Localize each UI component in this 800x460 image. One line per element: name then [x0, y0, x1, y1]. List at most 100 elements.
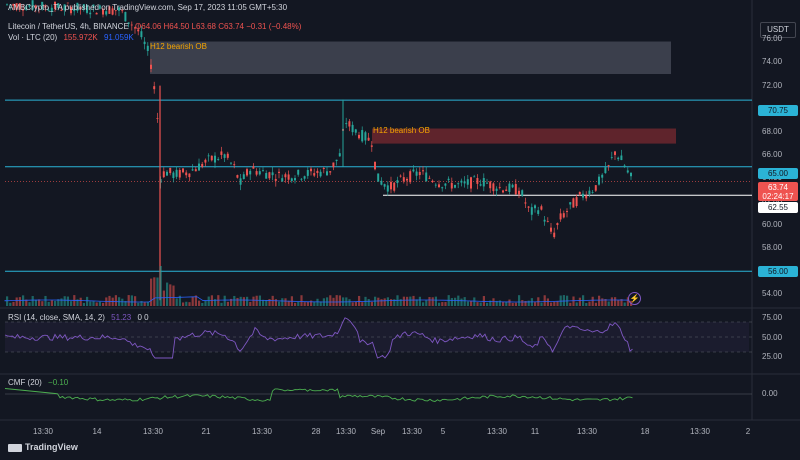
volume-bar	[415, 299, 418, 306]
symbol-title[interactable]: Litecoin / TetherUS, 4h, BINANCE	[8, 22, 129, 31]
candle-body	[578, 191, 581, 195]
time-tick: 11	[530, 427, 540, 436]
volume-bar	[358, 295, 361, 306]
candle-body	[386, 185, 389, 192]
rsi-header: RSI (14, close, SMA, 14, 2) 51.23 0 0	[8, 313, 153, 322]
volume-bar	[207, 296, 210, 306]
volume-bar	[18, 297, 21, 306]
price-tag-high: 70.75	[758, 105, 798, 116]
candle-body	[562, 213, 565, 218]
candle-body	[236, 175, 239, 178]
candle-body	[34, 5, 37, 8]
rsi-value: 51.23	[111, 313, 132, 322]
volume-bar	[54, 300, 57, 306]
volume-bar	[66, 296, 69, 306]
publisher-text: AMBCrypto_TA published on TradingView.co…	[8, 3, 288, 12]
candle-body	[460, 180, 463, 183]
candle-body	[598, 176, 600, 185]
candle-body	[338, 153, 341, 157]
candle-body	[374, 161, 376, 170]
volume-bar	[380, 299, 383, 306]
candle-body	[185, 172, 188, 176]
volume-label[interactable]: Vol · LTC (20)	[8, 33, 58, 42]
cmf-value: −0.10	[48, 378, 69, 387]
volume-bar	[287, 300, 290, 306]
tradingview-logo[interactable]: TradingView	[8, 442, 78, 452]
volume-bar	[82, 302, 85, 306]
volume-bar	[572, 296, 575, 306]
volume-bar	[431, 297, 434, 306]
currency-button[interactable]: USDT	[760, 22, 796, 38]
candle-body	[358, 134, 360, 139]
volume-bar	[169, 284, 172, 306]
volume-bar	[153, 277, 156, 306]
lightning-icon[interactable]: ⚡	[628, 292, 641, 305]
candle-body	[607, 165, 610, 166]
volume-bar	[546, 298, 549, 306]
candle-body	[457, 183, 460, 185]
candle-body	[495, 188, 498, 191]
volume-bar	[354, 301, 357, 306]
volume-bar	[137, 302, 140, 306]
volume-bar	[617, 300, 620, 306]
volume-bar	[444, 302, 447, 306]
volume-bar	[610, 297, 613, 306]
volume-bar	[383, 298, 386, 306]
volume-bar	[268, 298, 271, 306]
volume-bar	[418, 296, 421, 306]
candle-body	[463, 181, 466, 184]
volume-bar	[425, 300, 428, 306]
candle-body	[95, 12, 98, 15]
volume-bar	[50, 300, 53, 306]
candle-body	[239, 178, 242, 185]
candle-body	[434, 184, 437, 186]
candle-body	[265, 173, 268, 179]
candle-body	[153, 86, 156, 90]
volume-bar	[601, 298, 604, 306]
candle-body	[364, 132, 367, 141]
candle-body	[377, 173, 380, 182]
volume-bar	[306, 302, 309, 306]
candle-body	[450, 182, 453, 189]
cmf-label[interactable]: CMF (20)	[8, 378, 42, 387]
candle-body	[316, 170, 319, 174]
candle-body	[127, 22, 130, 24]
rsi-tick-50: 50.00	[762, 333, 783, 342]
candle-body	[306, 170, 309, 176]
candle-body	[6, 3, 8, 5]
candle-body	[303, 176, 306, 179]
volume-bar	[194, 295, 197, 306]
candle-body	[262, 170, 264, 172]
volume-bar	[460, 298, 463, 306]
volume-bar	[598, 295, 601, 306]
rsi-label[interactable]: RSI (14, close, SMA, 14, 2)	[8, 313, 105, 322]
volume-bar	[476, 302, 479, 306]
candle-body	[396, 180, 399, 184]
cmf-header: CMF (20) −0.10	[8, 378, 72, 387]
candle-body	[268, 172, 271, 179]
volume-bar	[402, 296, 405, 306]
candle-body	[255, 171, 258, 175]
candle-body	[159, 179, 162, 183]
price-tick: 66.00	[762, 150, 783, 160]
volume-bar	[399, 299, 402, 306]
candle-body	[220, 151, 223, 155]
volume-bar	[102, 302, 105, 306]
candle-body	[614, 151, 616, 155]
volume-bar	[393, 299, 396, 306]
volume-bar	[559, 295, 562, 306]
time-tick: 18	[640, 427, 650, 436]
volume-bar	[498, 300, 501, 306]
volume-bar	[450, 298, 453, 306]
candle-body	[351, 124, 354, 133]
candle-body	[47, 9, 50, 11]
volume-bar	[422, 302, 425, 306]
candle-body	[348, 121, 351, 127]
candle-body	[204, 159, 207, 163]
price-tick: 72.00	[762, 80, 783, 90]
volume-bar	[470, 300, 473, 306]
candle-body	[591, 192, 594, 193]
candle-body	[438, 184, 440, 188]
